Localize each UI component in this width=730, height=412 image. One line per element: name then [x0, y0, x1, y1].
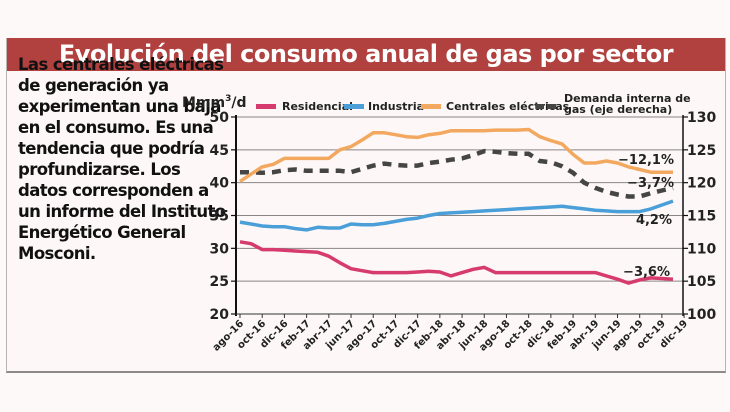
series-line-industria	[239, 199, 674, 232]
y-axis-unit: Mmm3/d	[182, 94, 247, 111]
description-text: Las centrales eléctricas de generación y…	[18, 55, 226, 263]
y-tick-label: 35	[210, 209, 229, 225]
annotation-residencial: −3,6%	[623, 265, 670, 280]
chart-frame: Evolución del consumo anual de gas por s…	[6, 38, 726, 373]
y2-tick-label: 105	[687, 274, 716, 290]
y-tick-label: 50	[210, 110, 230, 126]
legend-label: Demanda interna de	[564, 92, 691, 105]
legend-swatch	[421, 104, 441, 109]
legend-label: gas (eje derecha)	[564, 103, 672, 116]
chart-title: Evolución del consumo anual de gas por s…	[7, 38, 725, 71]
legend-swatch	[344, 104, 364, 109]
y-axis-ticks: 20 25 30 35 40 45 50	[210, 110, 236, 323]
y2-tick-label: 115	[687, 209, 716, 225]
annotation-demanda: −3,7%	[627, 176, 674, 191]
y-tick-label: 30	[210, 241, 230, 257]
y2-tick-label: 125	[687, 143, 716, 159]
annotation-centrales: −12,1%	[618, 153, 674, 168]
gridlines	[236, 116, 683, 282]
y2-tick-label: 130	[687, 110, 716, 126]
y-tick-label: 25	[210, 274, 229, 290]
series-lines	[239, 127, 674, 285]
legend-label: Residencial	[282, 100, 353, 113]
x-axis-ticks: ago-16oct-16dic-16feb-17abr-17jun-17ago-…	[211, 314, 690, 354]
legend-swatch	[256, 104, 276, 109]
series-line-residencial	[239, 240, 674, 285]
y2-tick-label: 120	[687, 176, 716, 192]
y-tick-label: 45	[210, 143, 229, 159]
legend-swatch-dash	[548, 104, 556, 109]
y-tick-label: 20	[210, 307, 230, 323]
y2-tick-label: 110	[687, 241, 716, 257]
annotations: −3,6% 4,2% −12,1% −3,7%	[618, 153, 674, 280]
y2-tick-label: 100	[687, 307, 716, 323]
y2-axis-ticks: 100 105 110 115 120 125 130	[683, 110, 716, 323]
y-tick-label: 40	[210, 176, 230, 192]
series-line-demanda	[240, 148, 674, 199]
legend-swatch-dash	[536, 104, 544, 109]
series-line-centrales	[239, 127, 673, 183]
legend: Mmm3/d Residencial Industria Centrales elé…	[182, 92, 691, 116]
legend-label: Centrales eléctricas	[446, 100, 570, 113]
legend-label: Industria	[368, 100, 424, 113]
annotation-industria: 4,2%	[636, 213, 672, 228]
